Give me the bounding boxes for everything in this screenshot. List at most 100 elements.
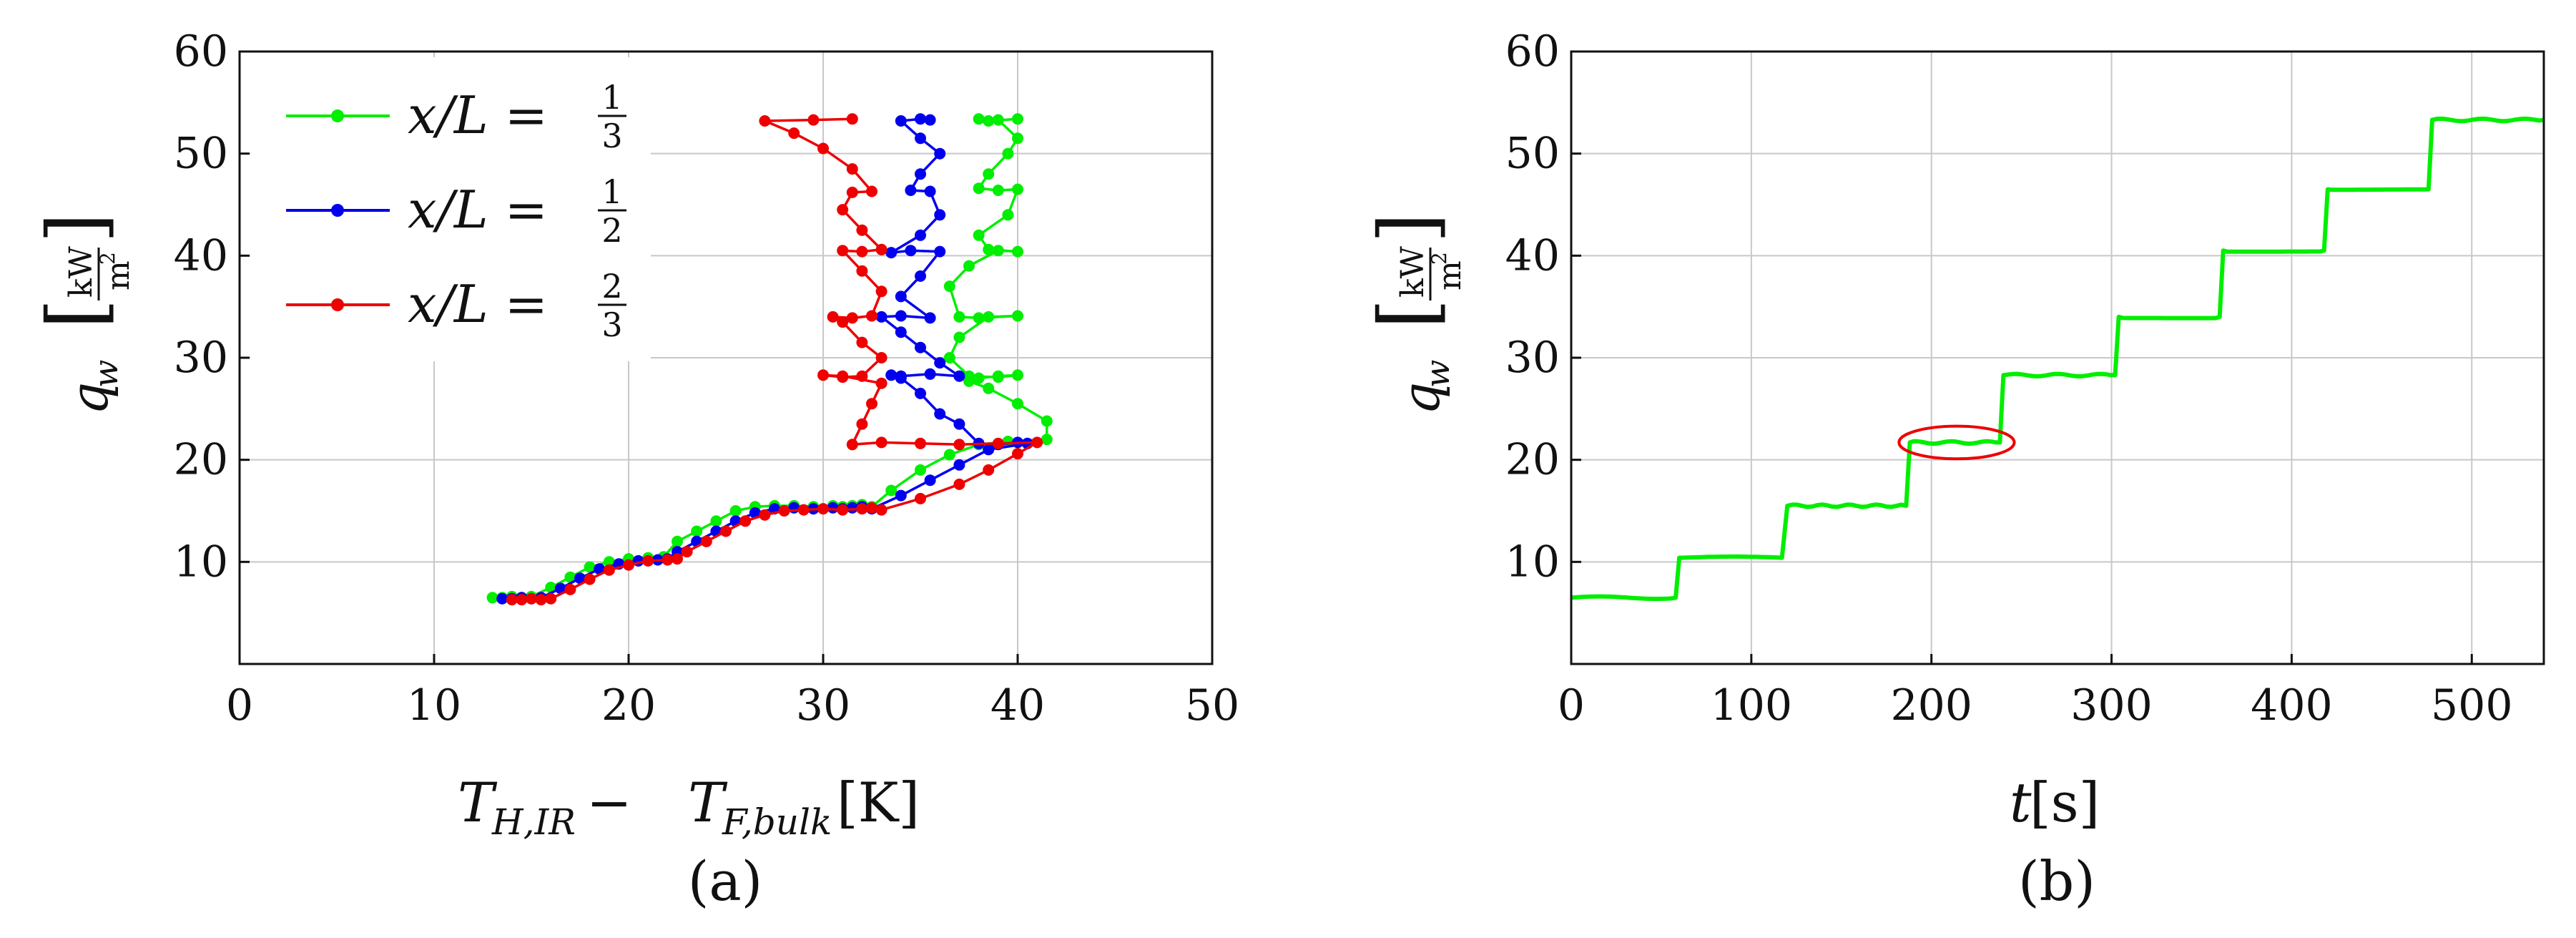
- a-point-x-l-1-3: [1012, 245, 1023, 258]
- a-point-x-l-2-3: [866, 398, 877, 410]
- b-ylabel-sub: w: [1418, 360, 1457, 388]
- a-point-x-l-2-3: [535, 594, 547, 606]
- b-series-line: [1570, 116, 2545, 601]
- a-point-x-l-2-3: [516, 594, 528, 606]
- a-point-x-l-1-2: [924, 185, 936, 197]
- b-y-tick-labels: 10 20 30 40 50 60: [1505, 26, 1581, 587]
- a-point-x-l-1-3: [953, 311, 965, 323]
- a-point-x-l-1-3: [983, 168, 995, 180]
- a-point-x-l-2-3: [856, 503, 868, 515]
- a-point-x-l-1-2: [915, 341, 926, 353]
- a-point-x-l-1-3: [963, 260, 975, 272]
- a-point-x-l-2-3: [866, 502, 877, 514]
- a-point-x-l-2-3: [856, 265, 868, 277]
- a-point-x-l-1-3: [943, 280, 955, 293]
- a-point-x-l-2-3: [584, 573, 596, 585]
- a-point-x-l-1-3: [1012, 369, 1023, 381]
- a-point-x-l-1-2: [895, 326, 907, 338]
- a-point-x-l-1-2: [905, 185, 917, 196]
- a-point-x-l-1-3: [486, 592, 498, 604]
- a-x-tick-labels: 0 10 20 30 40 50: [226, 654, 1239, 731]
- b-x-tick-label: 0: [1558, 680, 1585, 731]
- a-point-x-l-2-3: [856, 336, 868, 348]
- a-xlabel-t1: T: [458, 771, 498, 834]
- a-point-x-l-1-2: [905, 245, 917, 257]
- a-point-x-l-1-2: [895, 115, 907, 127]
- b-x-tick-label: 100: [1711, 680, 1793, 731]
- a-point-x-l-2-3: [846, 163, 858, 175]
- a-point-x-l-1-2: [934, 245, 946, 258]
- a-point-x-l-2-3: [875, 504, 888, 516]
- a-point-x-l-1-2: [934, 147, 946, 160]
- legend-marker-2: [331, 204, 344, 217]
- a-point-x-l-2-3: [846, 186, 858, 198]
- a-point-x-l-1-2: [924, 368, 936, 380]
- b-ylabel-bracket-r: ]: [1362, 212, 1453, 243]
- a-point-x-l-2-3: [739, 515, 752, 527]
- legend-frac-num-1: 1: [601, 78, 622, 117]
- a-point-x-l-2-3: [778, 505, 790, 517]
- a-y-tick-label: 10: [174, 537, 228, 587]
- a-x-tick-label: 0: [226, 680, 253, 731]
- a-point-x-l-1-3: [973, 229, 985, 241]
- a-y-tick-label: 60: [174, 26, 228, 77]
- a-point-x-l-2-3: [866, 310, 877, 322]
- a-point-x-l-1-3: [992, 114, 1004, 126]
- b-y-axis-label: q w [ kW m 2 ]: [1362, 212, 1468, 415]
- a-point-x-l-2-3: [1012, 448, 1023, 460]
- a-point-x-l-1-3: [1012, 113, 1023, 125]
- a-point-x-l-2-3: [837, 245, 849, 257]
- a-point-x-l-1-3: [672, 535, 683, 547]
- a-x-tick-label: 10: [407, 680, 461, 731]
- b-ylabel-bracket-l: [: [1362, 298, 1453, 329]
- a-point-x-l-1-3: [1012, 183, 1023, 195]
- a-point-x-l-1-3: [963, 370, 975, 382]
- a-point-x-l-2-3: [856, 418, 868, 430]
- b-ylabel-den-sup: 2: [1427, 252, 1451, 265]
- a-point-x-l-1-2: [496, 592, 508, 605]
- a-point-x-l-2-3: [875, 436, 888, 449]
- a-point-x-l-2-3: [817, 142, 829, 155]
- b-xlabel-t: t: [2010, 771, 2032, 834]
- a-point-x-l-2-3: [856, 245, 868, 258]
- a-point-x-l-2-3: [856, 224, 868, 236]
- a-point-x-l-1-3: [564, 571, 576, 583]
- a-y-tick-label: 20: [174, 435, 228, 485]
- a-series: [486, 113, 1053, 606]
- b-y-tick-label: 10: [1505, 537, 1560, 587]
- a-xlabel-t2: T: [688, 771, 728, 834]
- a-point-x-l-2-3: [856, 370, 868, 382]
- a-point-x-l-1-2: [934, 357, 946, 369]
- a-point-x-l-1-2: [827, 502, 839, 514]
- a-point-x-l-2-3: [623, 559, 634, 571]
- a-point-x-l-2-3: [603, 564, 615, 576]
- a-point-x-l-1-3: [992, 185, 1004, 196]
- a-x-tick-label: 20: [601, 680, 656, 731]
- legend-frac-num-2: 1: [601, 172, 622, 211]
- b-ylabel-num: kW: [1395, 245, 1431, 298]
- a-ylabel-den: m: [100, 260, 137, 290]
- a-y-tick-label: 30: [174, 333, 228, 383]
- a-point-x-l-2-3: [875, 377, 888, 389]
- a-point-x-l-1-2: [895, 370, 907, 382]
- a-point-x-l-1-3: [973, 113, 985, 125]
- b-ylabel-den: m: [1432, 260, 1468, 290]
- a-point-x-l-1-3: [943, 449, 955, 461]
- a-y-tick-labels: 10 20 30 40 50 60: [174, 26, 250, 587]
- a-legend: x/L = 13x/L = 12x/L = 23: [250, 57, 651, 361]
- a-point-x-l-1-2: [875, 311, 888, 323]
- a-point-x-l-1-2: [895, 489, 907, 502]
- a-point-x-l-1-3: [1041, 415, 1053, 427]
- a-point-x-l-1-3: [983, 382, 995, 394]
- a-point-x-l-1-3: [973, 182, 985, 195]
- a-point-x-l-2-3: [807, 114, 820, 126]
- b-xlabel-unit: [s]: [2030, 771, 2100, 834]
- a-point-x-l-1-3: [691, 525, 703, 537]
- b-annotations: [1897, 424, 2016, 461]
- a-point-x-l-2-3: [817, 503, 829, 515]
- a-point-x-l-1-2: [554, 582, 566, 595]
- a-point-x-l-1-2: [953, 370, 965, 382]
- a-x-tick-label: 30: [796, 680, 850, 731]
- a-point-x-l-1-2: [915, 113, 926, 125]
- a-point-x-l-1-3: [983, 311, 995, 323]
